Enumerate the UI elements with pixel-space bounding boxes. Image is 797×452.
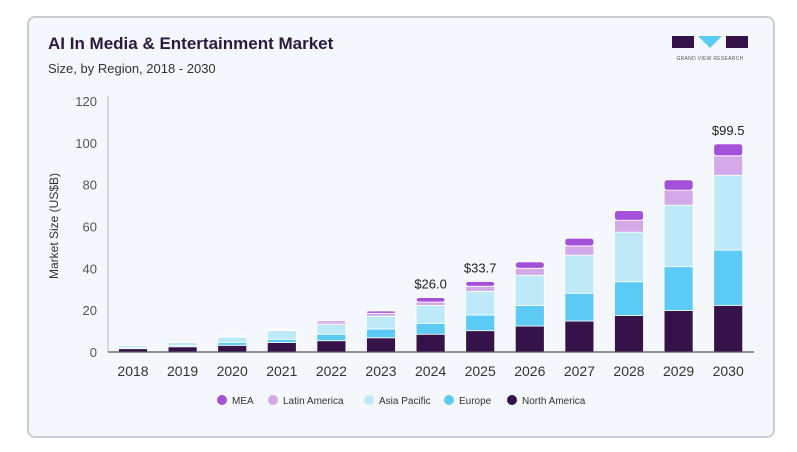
y-tick-label: 120 (75, 94, 97, 109)
legend-marker-latin-america (268, 395, 278, 405)
bar-segment-mea (614, 210, 644, 221)
legend-label: Latin America (283, 396, 344, 407)
y-tick-label: 80 (83, 178, 97, 193)
chart-card (27, 16, 775, 438)
bar-segment-mea (564, 237, 595, 247)
bar-segment-europe (465, 314, 496, 332)
bar-segment-asia-pacific (713, 174, 744, 251)
bar-segment-north-america (614, 315, 644, 353)
bar-segment-mea (415, 297, 446, 303)
legend-marker-mea (217, 395, 227, 405)
data-label: $99.5 (712, 123, 745, 138)
bar-segment-europe (514, 305, 545, 327)
x-tick-label: 2019 (167, 363, 198, 379)
bar-segment-asia-pacific (366, 315, 396, 330)
x-tick-label: 2021 (266, 363, 297, 379)
legend-label: MEA (232, 396, 254, 407)
bar-segment-north-america (217, 344, 248, 353)
legend-label: Asia Pacific (379, 396, 431, 407)
bar-segment-asia-pacific (514, 274, 545, 306)
bar-segment-north-america (713, 304, 744, 353)
bar-segment-europe (316, 333, 347, 342)
bar-segment-mea (118, 344, 148, 346)
bar-segment-latin-america (713, 155, 744, 176)
y-tick-label: 20 (83, 303, 97, 318)
x-tick-label: 2029 (663, 363, 694, 379)
bar-segment-europe (217, 342, 248, 346)
bar-segment-asia-pacific (614, 231, 644, 283)
chart-title: AI In Media & Entertainment Market (48, 34, 334, 53)
bar-segment-europe (614, 281, 644, 317)
x-tick-label: 2026 (514, 363, 545, 379)
bar-segment-europe (564, 292, 595, 322)
y-tick-label: 60 (83, 220, 97, 235)
bar-segment-asia-pacific (415, 304, 446, 324)
bar-segment-north-america (266, 342, 297, 353)
bar-segment-asia-pacific (663, 204, 694, 268)
bar-segment-north-america (564, 320, 595, 353)
logo-text: GRAND VIEW RESEARCH (676, 56, 744, 62)
bar-segment-mea (663, 179, 694, 191)
bar-segment-mea (514, 261, 545, 269)
x-tick-label: 2020 (217, 363, 248, 379)
y-axis-label: Market Size (US$B) (47, 173, 61, 279)
bar-segment-north-america (663, 310, 694, 353)
bar-segment-asia-pacific (316, 324, 347, 335)
bar-segment-latin-america (663, 189, 694, 206)
x-tick-label: 2022 (316, 363, 347, 379)
x-tick-label: 2027 (564, 363, 595, 379)
x-tick-label: 2018 (117, 363, 148, 379)
legend-label: North America (522, 396, 586, 407)
data-label: $26.0 (414, 277, 447, 292)
bar-segment-latin-america (564, 245, 595, 256)
x-tick-label: 2025 (465, 363, 496, 379)
bar-segment-north-america (514, 325, 545, 353)
bar-segment-north-america (316, 340, 347, 353)
bar-segment-asia-pacific (266, 330, 297, 340)
bar-segment-north-america (465, 330, 496, 353)
bar-segment-latin-america (514, 267, 545, 276)
data-label: $33.7 (464, 261, 497, 276)
bar-segment-asia-pacific (217, 336, 248, 343)
bar-segment-north-america (415, 333, 446, 353)
y-tick-label: 0 (90, 345, 97, 360)
bar-segment-europe (415, 322, 446, 335)
legend-marker-europe (444, 395, 454, 405)
bar-segment-north-america (167, 346, 198, 353)
bar-segment-mea (465, 281, 496, 287)
bar-segment-mea (217, 335, 248, 337)
bar-segment-asia-pacific (465, 290, 496, 316)
bar-segment-latin-america (366, 312, 396, 317)
x-tick-label: 2024 (415, 363, 446, 379)
grand-view-research-logo: GRAND VIEW RESEARCH (672, 35, 748, 62)
bar-segment-europe (266, 338, 297, 343)
bar-segment-latin-america (415, 301, 446, 306)
bar-segment-north-america (366, 337, 396, 353)
bar-segment-europe (713, 249, 744, 306)
chart-subtitle: Size, by Region, 2018 - 2030 (48, 61, 216, 76)
bar-segment-mea (266, 328, 297, 331)
legend-label: Europe (459, 396, 492, 407)
bar-segment-europe (663, 266, 694, 311)
bar-segment-mea (167, 341, 198, 343)
bar-segment-latin-america (465, 285, 496, 292)
y-tick-label: 40 (83, 261, 97, 276)
legend-marker-asia-pacific (364, 395, 374, 405)
bar-segment-asia-pacific (564, 254, 595, 294)
x-tick-label: 2028 (613, 363, 644, 379)
bar-segment-mea (366, 310, 396, 314)
bar-segment-latin-america (614, 219, 644, 233)
y-tick-label: 100 (75, 136, 97, 151)
bar-segment-europe (366, 328, 396, 339)
bar-segment-mea (316, 320, 347, 324)
x-tick-label: 2023 (365, 363, 396, 379)
bar-segment-mea (713, 143, 744, 157)
x-tick-label: 2030 (713, 363, 744, 379)
legend-marker-north-america (507, 395, 517, 405)
